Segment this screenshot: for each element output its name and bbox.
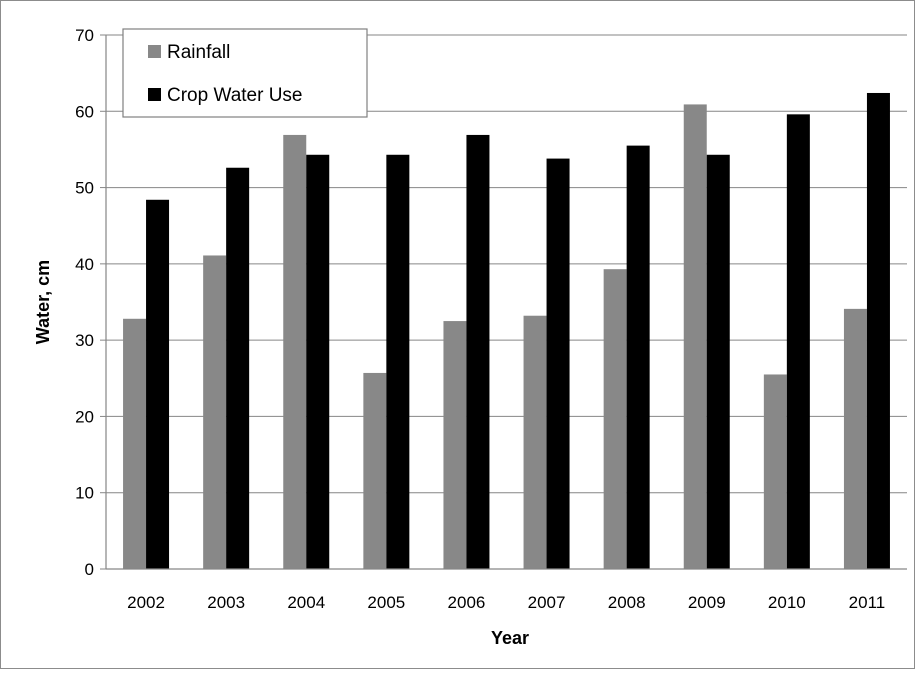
bar-rainfall-2009	[683, 104, 707, 570]
x-tick-label: 2002	[127, 593, 165, 612]
legend-box	[122, 28, 368, 118]
bar-crop-water-use-2011	[866, 92, 890, 569]
x-tick-label: 2003	[207, 593, 245, 612]
x-tick-label: 2007	[528, 593, 566, 612]
x-tick-label: 2009	[688, 593, 726, 612]
x-tick-label: 2005	[367, 593, 405, 612]
y-tick-labels: 0 10 20 30 40 50 60 70	[75, 26, 106, 579]
y-tick-label: 70	[75, 26, 94, 45]
bar-rainfall-2007	[523, 315, 547, 569]
bar-crop-water-use-2008	[626, 145, 650, 569]
x-tick-label: 2011	[849, 593, 886, 612]
y-tick-label: 40	[75, 255, 94, 274]
bar-rainfall-2010	[763, 374, 787, 569]
y-tick-label: 10	[75, 484, 94, 503]
bar-crop-water-use-2007	[546, 158, 570, 569]
axes	[105, 35, 907, 570]
bar-crop-water-use-2009	[706, 154, 730, 570]
legend-swatch-crop-water-use	[148, 88, 161, 101]
bar-crop-water-use-2006	[466, 134, 490, 570]
legend-label-crop-water-use: Crop Water Use	[167, 85, 303, 106]
bar-rainfall-2006	[443, 321, 467, 569]
bar-rainfall-2004	[283, 134, 307, 570]
y-tick-label: 30	[75, 331, 94, 350]
x-tick-labels: 2002 2003 2004 2005 2006 2007 2008 2009 2010 2011	[127, 593, 885, 612]
x-axis-label: Year	[491, 628, 529, 648]
bar-rainfall-2003	[203, 255, 227, 570]
bar-crop-water-use-2004	[306, 154, 330, 570]
y-axis-label: Water, cm	[33, 260, 53, 344]
x-tick-label: 2004	[287, 593, 325, 612]
y-tick-label: 20	[75, 407, 94, 426]
x-tick-label: 2006	[448, 593, 486, 612]
bar-rainfall-2011	[843, 308, 867, 569]
x-tick-label: 2008	[608, 593, 646, 612]
y-tick-label: 60	[75, 102, 94, 121]
legend: Rainfall Crop Water Use	[122, 28, 368, 118]
x-tick-label: 2010	[768, 593, 806, 612]
legend-swatch-rainfall	[148, 45, 161, 58]
bar-crop-water-use-2002	[146, 199, 170, 569]
bar-crop-water-use-2005	[386, 154, 410, 570]
legend-label-rainfall: Rainfall	[167, 42, 230, 63]
bar-rainfall-2002	[123, 318, 147, 569]
bars	[123, 92, 890, 570]
y-tick-label: 50	[75, 179, 94, 198]
bar-rainfall-2008	[603, 269, 627, 569]
y-tick-label: 0	[85, 560, 94, 579]
bar-crop-water-use-2010	[786, 114, 810, 569]
bar-crop-water-use-2003	[226, 167, 250, 570]
bar-rainfall-2005	[363, 372, 387, 569]
